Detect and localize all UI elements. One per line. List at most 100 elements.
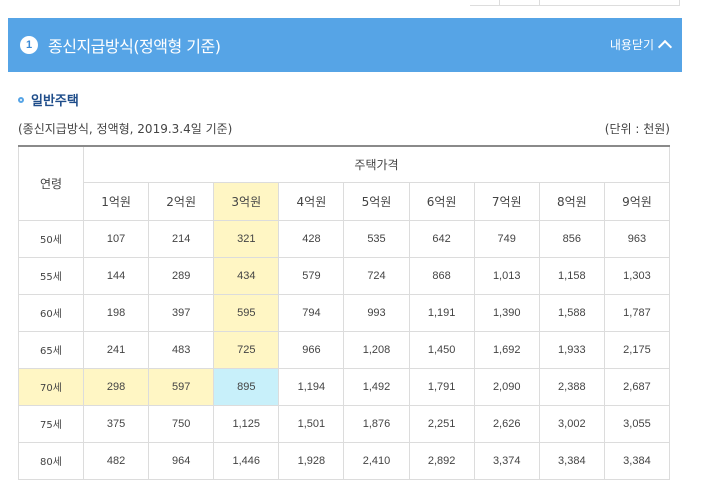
price-header-row: 1억원 2억원 3억원 4억원 5억원 6억원 7억원 8억원 9억원 [19, 181, 671, 221]
age-cell: 55세 [18, 256, 84, 295]
age-cell: 65세 [18, 330, 84, 369]
top-divider [540, 0, 680, 6]
amount-cell: 1,933 [538, 330, 605, 369]
amount-cell: 579 [278, 256, 345, 295]
amount-cell: 483 [148, 330, 215, 369]
amount-cell: 963 [603, 219, 671, 258]
price-column-header: 1억원 [82, 181, 150, 221]
amount-cell: 1,588 [538, 293, 605, 332]
table-row: 55세 144 289 434 579 724 868 1,013 1,158 1,303 [18, 256, 671, 295]
top-strip [0, 0, 706, 14]
amount-cell: 1,303 [603, 256, 671, 295]
amount-cell: 321 [213, 219, 280, 258]
amount-cell: 868 [408, 256, 475, 295]
amount-cell: 749 [473, 219, 540, 258]
amount-cell: 1,492 [343, 367, 410, 406]
amount-cell: 2,626 [473, 404, 540, 443]
table-row: 60세 198 397 595 794 993 1,191 1,390 1,588 1,787 [18, 293, 671, 332]
amount-cell: 2,388 [538, 367, 605, 406]
amount-cell: 993 [343, 293, 410, 332]
amount-cell: 2,410 [343, 441, 410, 480]
table-row: 70세 298 597 895 1,194 1,492 1,791 2,090 2,388 2,6… [18, 367, 671, 406]
amount-cell: 3,374 [473, 441, 540, 480]
amount-cell: 964 [148, 441, 215, 480]
top-divider [500, 0, 540, 6]
bullet-icon [18, 96, 24, 103]
section-title: 일반주택 [18, 90, 79, 109]
amount-cell: 2,687 [603, 367, 671, 406]
amount-cell: 642 [408, 219, 475, 258]
amount-cell: 1,013 [473, 256, 540, 295]
amount-cell: 482 [82, 441, 150, 480]
amount-cell: 3,384 [603, 441, 671, 480]
top-divider [470, 0, 500, 6]
amount-cell: 725 [213, 330, 280, 369]
amount-cell: 434 [213, 256, 280, 295]
amount-cell: 724 [343, 256, 410, 295]
amount-cell: 535 [343, 219, 410, 258]
price-column-header: 6억원 [408, 181, 475, 221]
collapse-label: 내용닫기 [609, 38, 654, 52]
amount-cell: 1,125 [213, 404, 280, 443]
amount-cell: 895 [213, 367, 280, 406]
amount-cell: 241 [82, 330, 150, 369]
price-column-header: 2억원 [148, 181, 215, 221]
amount-cell: 2,175 [603, 330, 671, 369]
amount-cell: 856 [538, 219, 605, 258]
table-row: 80세 482 964 1,446 1,928 2,410 2,892 3,374 3,384 3… [18, 441, 671, 480]
pension-table: 연령 주택가격 1억원 2억원 3억원 4억원 5억원 6억원 7억원 8억원 9억원 50세 1… [18, 145, 671, 480]
price-column-header: 4억원 [278, 181, 345, 221]
amount-cell: 289 [148, 256, 215, 295]
amount-cell: 2,090 [473, 367, 540, 406]
amount-cell: 107 [82, 219, 150, 258]
age-cell: 75세 [18, 404, 84, 443]
age-column-header: 연령 [18, 145, 84, 221]
accordion-title: 종신지급방식(정액형 기준) [48, 37, 221, 56]
amount-cell: 375 [82, 404, 150, 443]
table-row: 75세 375 750 1,125 1,501 1,876 2,251 2,626 3,002 3… [18, 404, 671, 443]
amount-cell: 428 [278, 219, 345, 258]
amount-cell: 597 [148, 367, 215, 406]
section-title-text: 일반주택 [31, 94, 79, 109]
age-cell: 60세 [18, 293, 84, 332]
amount-cell: 794 [278, 293, 345, 332]
amount-cell: 1,876 [343, 404, 410, 443]
accordion-header[interactable]: 1 종신지급방식(정액형 기준) 내용닫기 [8, 18, 682, 72]
table-row: 50세 107 214 321 428 535 642 749 856 963 [18, 219, 671, 258]
amount-cell: 3,055 [603, 404, 671, 443]
amount-cell: 3,002 [538, 404, 605, 443]
amount-cell: 1,390 [473, 293, 540, 332]
amount-cell: 144 [82, 256, 150, 295]
amount-cell: 3,384 [538, 441, 605, 480]
amount-cell: 595 [213, 293, 280, 332]
amount-cell: 214 [148, 219, 215, 258]
section-number-badge: 1 [20, 36, 38, 54]
table-body: 50세 107 214 321 428 535 642 749 856 963 55세 144 289 4… [18, 219, 671, 480]
amount-cell: 2,251 [408, 404, 475, 443]
amount-cell: 1,191 [408, 293, 475, 332]
amount-cell: 1,692 [473, 330, 540, 369]
amount-cell: 298 [82, 367, 150, 406]
age-cell: 50세 [18, 219, 84, 258]
price-column-header: 5억원 [343, 181, 410, 221]
price-column-header: 7억원 [473, 181, 540, 221]
price-column-header: 3억원 [213, 181, 280, 221]
amount-cell: 1,501 [278, 404, 345, 443]
unit-label: (단위 : 천원) [604, 122, 670, 136]
amount-cell: 1,787 [603, 293, 671, 332]
amount-cell: 1,158 [538, 256, 605, 295]
age-cell: 70세 [18, 367, 84, 406]
amount-cell: 1,194 [278, 367, 345, 406]
amount-cell: 1,791 [408, 367, 475, 406]
amount-cell: 1,928 [278, 441, 345, 480]
age-cell: 80세 [18, 441, 84, 480]
price-column-header: 8억원 [538, 181, 605, 221]
amount-cell: 1,446 [213, 441, 280, 480]
price-column-header: 9억원 [603, 181, 671, 221]
amount-cell: 397 [148, 293, 215, 332]
amount-cell: 1,450 [408, 330, 475, 369]
amount-cell: 1,208 [343, 330, 410, 369]
amount-cell: 750 [148, 404, 215, 443]
collapse-button[interactable]: 내용닫기 [609, 36, 673, 55]
chevron-up-icon [657, 39, 673, 55]
